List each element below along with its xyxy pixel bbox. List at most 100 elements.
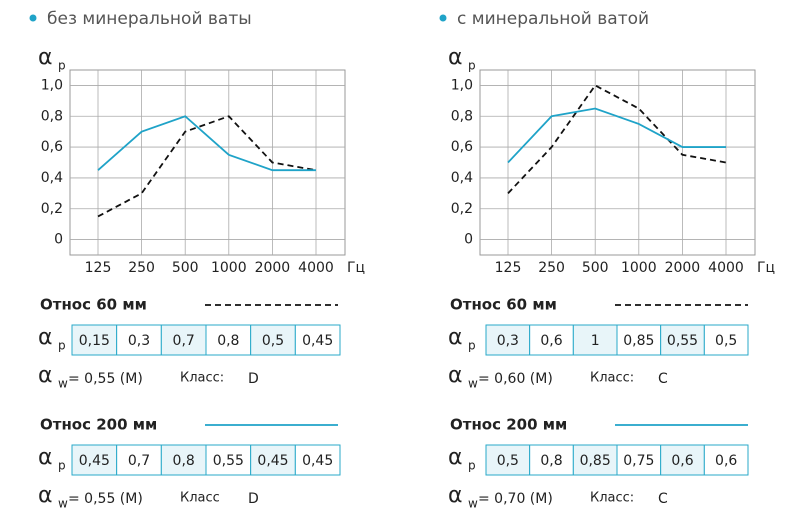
legend-label: Относ 60 мм — [40, 296, 147, 314]
x-unit: Гц — [757, 260, 775, 276]
y-axis-label: α — [38, 45, 53, 70]
table-value: 0,55 — [213, 453, 244, 469]
x-tick-label: 500 — [582, 260, 609, 276]
table-value: 0,5 — [262, 333, 284, 349]
y-tick-label: 0,4 — [451, 170, 473, 186]
series-line — [507, 107, 726, 164]
rating-sub: w — [58, 377, 68, 391]
row-label: α — [38, 325, 53, 350]
row-label-sub: p — [58, 339, 66, 353]
row-label-sub: p — [58, 459, 66, 473]
y-axis-label-sub: p — [58, 59, 66, 73]
y-tick-label: 0,2 — [451, 201, 473, 217]
x-unit: Гц — [347, 260, 365, 276]
table-cell — [71, 444, 118, 476]
table-value: 0,3 — [128, 333, 150, 349]
x-tick-label: 1000 — [621, 260, 657, 276]
table-cell — [572, 444, 618, 476]
x-tick-label: 250 — [128, 260, 155, 276]
y-tick-label: 1,0 — [451, 77, 473, 93]
table-cell — [294, 444, 341, 476]
table-cell — [250, 444, 296, 476]
table-cell — [660, 444, 705, 476]
y-tick-label: 0 — [464, 232, 473, 248]
x-tick-label: 250 — [538, 260, 565, 276]
series-line — [507, 84, 727, 194]
table-value: 0,55 — [667, 333, 698, 349]
table-value: 0,7 — [128, 453, 150, 469]
y-tick-label: 0,8 — [41, 108, 63, 124]
y-tick-label: 0 — [54, 232, 63, 248]
table-cell — [205, 324, 252, 356]
row-label: α — [448, 445, 463, 470]
table-cell — [529, 444, 574, 476]
y-tick-label: 0,6 — [41, 139, 63, 155]
row-label-sub: p — [468, 459, 476, 473]
y-tick-label: 0,6 — [451, 139, 473, 155]
series-line — [97, 115, 317, 218]
row-label-sub: p — [468, 339, 476, 353]
title-bullet — [439, 14, 447, 22]
table-value: 0,45 — [302, 333, 333, 349]
table-value: 0,6 — [540, 333, 562, 349]
table-value: 0,8 — [540, 453, 562, 469]
rating-symbol: α — [448, 363, 463, 388]
chart-title: с минеральной ватой — [457, 9, 649, 29]
rating-sub: w — [468, 377, 478, 391]
y-tick-label: 0,4 — [41, 170, 63, 186]
table-cell — [485, 444, 531, 476]
class-label: Класс — [180, 491, 220, 506]
y-tick-label: 1,0 — [41, 77, 63, 93]
rating-symbol: α — [448, 483, 463, 508]
table-value: 0,45 — [302, 453, 333, 469]
class-label: Класс: — [180, 371, 224, 386]
table-value: 0,3 — [497, 333, 519, 349]
rating-value: = 0,70 (M) — [478, 491, 553, 507]
table-value: 0,85 — [580, 453, 611, 469]
y-axis-label: α — [448, 45, 463, 70]
rating-symbol: α — [38, 363, 53, 388]
class-value: D — [248, 491, 259, 507]
table-value: 0,15 — [79, 333, 110, 349]
table-cell — [703, 444, 749, 476]
table-cell — [116, 324, 162, 356]
chart-title: без минеральной ваты — [47, 9, 252, 29]
table-value: 0,7 — [173, 333, 195, 349]
rating-value: = 0,55 (M) — [68, 491, 143, 507]
table-cell — [294, 324, 341, 356]
x-tick-label: 2000 — [665, 260, 701, 276]
x-tick-label: 4000 — [708, 260, 744, 276]
table-cell — [616, 444, 662, 476]
table-value: 0,85 — [623, 333, 654, 349]
class-value: C — [658, 371, 668, 387]
legend-label: Относ 200 мм — [40, 416, 157, 434]
x-tick-label: 125 — [85, 260, 112, 276]
legend-label: Относ 200 мм — [450, 416, 567, 434]
y-tick-label: 0,8 — [451, 108, 473, 124]
table-cell — [160, 444, 207, 476]
table-value: 0,45 — [79, 453, 110, 469]
x-tick-label: 4000 — [298, 260, 334, 276]
x-tick-label: 125 — [495, 260, 522, 276]
table-value: 0,75 — [623, 453, 654, 469]
rating-sub: w — [58, 497, 68, 511]
plot-frame — [479, 69, 756, 256]
table-value: 0,5 — [715, 333, 737, 349]
rating-symbol: α — [38, 483, 53, 508]
series-line — [97, 115, 316, 172]
class-label: Класс: — [590, 371, 634, 386]
table-cell — [703, 324, 749, 356]
table-value: 0,6 — [715, 453, 737, 469]
y-axis-label-sub: p — [468, 59, 476, 73]
y-tick-label: 0,2 — [41, 201, 63, 217]
table-value: 1 — [591, 333, 600, 349]
table-value: 0,45 — [257, 453, 288, 469]
table-value: 0,5 — [497, 453, 519, 469]
x-tick-label: 1000 — [211, 260, 247, 276]
table-cell — [485, 324, 531, 356]
table-cell — [71, 324, 118, 356]
rating-value: = 0,55 (M) — [68, 371, 143, 387]
class-value: C — [658, 491, 668, 507]
row-label: α — [448, 325, 463, 350]
